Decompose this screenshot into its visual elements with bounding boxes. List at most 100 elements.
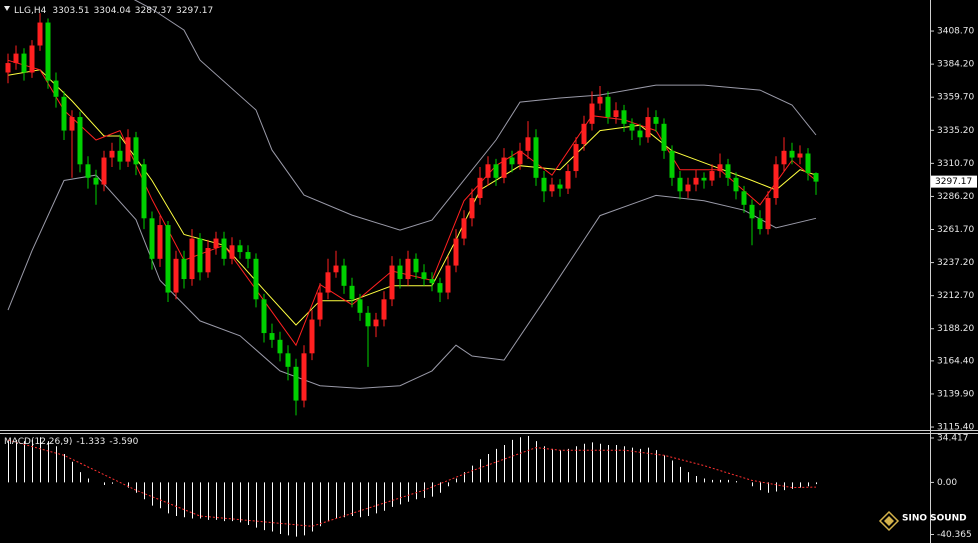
- current-price-box: [931, 175, 977, 188]
- candle-body: [669, 150, 675, 178]
- y-tick-label: -40.365: [937, 530, 972, 540]
- candle-body: [197, 238, 203, 273]
- candle-body: [557, 184, 563, 189]
- y-tick-label: 3188.20: [937, 324, 974, 334]
- candle-body: [677, 177, 683, 192]
- y-tick-label: 3335.20: [937, 126, 974, 136]
- macd-signal-value: -3.590: [109, 437, 138, 447]
- macd-title: MACD(12,26,9): [4, 437, 72, 447]
- candle-body: [437, 283, 443, 293]
- candle-body: [413, 258, 419, 273]
- candle-body: [37, 22, 43, 46]
- candle-body: [357, 299, 363, 313]
- candle-body: [45, 22, 51, 81]
- candle-body: [189, 238, 195, 280]
- candle-body: [261, 299, 267, 334]
- candle-body: [613, 110, 619, 118]
- candle-body: [405, 258, 411, 280]
- candle-body: [133, 137, 139, 165]
- candle-body: [269, 333, 275, 340]
- price-axis: 3408.70 3384.20 3359.70 3335.20 3310.70 3286.…: [930, 27, 977, 540]
- candle-body: [741, 191, 747, 205]
- candle-body: [181, 258, 187, 280]
- candle-body: [709, 171, 715, 181]
- macd-panel: [7, 435, 817, 537]
- candle-body: [101, 157, 107, 185]
- candle-body: [645, 117, 651, 138]
- candle-body: [61, 96, 67, 131]
- candle-body: [653, 117, 659, 124]
- candle-body: [157, 225, 163, 259]
- candle-body: [365, 312, 371, 327]
- candle-body: [461, 218, 467, 239]
- candle-body: [597, 96, 603, 104]
- candle-body: [213, 238, 219, 249]
- open-value: 3303.51: [52, 6, 89, 16]
- candle-body: [397, 265, 403, 280]
- candle-body: [805, 153, 811, 174]
- indicator-line: [7, 174, 817, 389]
- close-value: 3297.17: [176, 6, 213, 16]
- macd-header: MACD(12,26,9) -1.333 -3.590: [4, 437, 139, 447]
- signal-line: [7, 439, 817, 527]
- candle-body: [341, 265, 347, 286]
- candle-body: [765, 198, 771, 230]
- candle-body: [789, 150, 795, 158]
- candle-body: [237, 245, 243, 253]
- candle-body: [533, 137, 539, 178]
- candle-body: [245, 252, 251, 259]
- candle-body: [325, 272, 331, 293]
- candle-body: [749, 204, 755, 219]
- candle-body: [517, 150, 523, 165]
- indicator-line: [7, 59, 817, 347]
- y-tick-label: 3286.20: [937, 192, 974, 202]
- candle-body: [605, 96, 611, 118]
- candle-body: [693, 177, 699, 185]
- high-value: 3304.04: [94, 6, 131, 16]
- y-tick-label: 3359.70: [937, 93, 974, 103]
- y-tick-label: 3384.20: [937, 60, 974, 70]
- candle-body: [509, 157, 515, 165]
- y-tick-label: 3212.70: [937, 291, 974, 301]
- candle-body: [165, 225, 171, 293]
- candle-body: [253, 258, 259, 300]
- candle-body: [85, 164, 91, 178]
- candle-body: [701, 177, 707, 181]
- candle-body: [453, 238, 459, 266]
- candle-body: [29, 45, 35, 73]
- y-tick-label: 3164.40: [937, 356, 974, 366]
- candle-body: [525, 137, 531, 151]
- candle-body: [773, 164, 779, 199]
- indicator-line: [133, 0, 817, 231]
- candle-body: [277, 339, 283, 354]
- candle-body: [469, 198, 475, 219]
- candle-body: [485, 164, 491, 178]
- watermark: SINO SOUND: [878, 510, 967, 532]
- candle-body: [229, 245, 235, 259]
- candle-body: [733, 177, 739, 192]
- candle-body: [141, 164, 147, 219]
- candle-body: [541, 177, 547, 192]
- current-price-label: 3297.17: [935, 177, 972, 187]
- candle-body: [109, 150, 115, 158]
- candle-body: [93, 177, 99, 185]
- indicator-line: [7, 69, 817, 326]
- y-tick-label: 3408.70: [937, 27, 974, 37]
- candle-body: [21, 53, 27, 73]
- candle-body: [589, 103, 595, 124]
- candle-body: [621, 110, 627, 124]
- candle-body: [349, 285, 355, 300]
- candle-body: [221, 238, 227, 259]
- candle-body: [13, 53, 19, 64]
- candle-body: [117, 150, 123, 162]
- candle-body: [381, 299, 387, 320]
- candle-body: [581, 123, 587, 145]
- candle-body: [717, 164, 723, 172]
- logo-icon: [878, 510, 900, 532]
- candle-body: [429, 279, 435, 284]
- candle-body: [317, 292, 323, 320]
- candle-body: [501, 157, 507, 178]
- y-tick-label: 3115.40: [937, 423, 974, 433]
